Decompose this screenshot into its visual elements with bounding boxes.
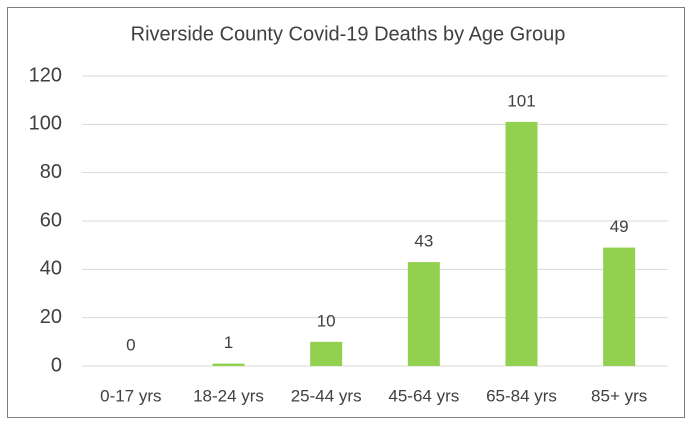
chart-border <box>7 7 685 418</box>
bar <box>603 247 636 366</box>
x-tick-label: 0-17 yrs <box>100 386 161 405</box>
y-tick-label: 120 <box>29 64 62 86</box>
data-label: 10 <box>317 311 336 330</box>
y-tick-label: 100 <box>29 113 62 135</box>
y-tick-label: 40 <box>40 258 62 280</box>
x-tick-label: 18-24 yrs <box>193 386 264 405</box>
data-label: 101 <box>507 91 535 110</box>
y-tick-label: 0 <box>51 354 62 376</box>
y-tick-label: 60 <box>40 209 62 231</box>
x-tick-label: 25-44 yrs <box>291 386 362 405</box>
data-label: 49 <box>610 217 629 236</box>
bar <box>407 262 440 366</box>
x-tick-label: 45-64 yrs <box>388 386 459 405</box>
y-tick-label: 20 <box>40 306 62 328</box>
bar <box>212 363 245 366</box>
bar <box>505 121 538 367</box>
x-tick-label: 65-84 yrs <box>486 386 557 405</box>
chart-title: Riverside County Covid-19 Deaths by Age … <box>131 23 566 45</box>
bar <box>310 341 343 366</box>
y-tick-label: 80 <box>40 161 62 183</box>
data-label: 0 <box>126 335 135 354</box>
data-label: 43 <box>414 232 433 251</box>
x-tick-label: 85+ yrs <box>591 386 647 405</box>
data-label: 1 <box>224 333 233 352</box>
